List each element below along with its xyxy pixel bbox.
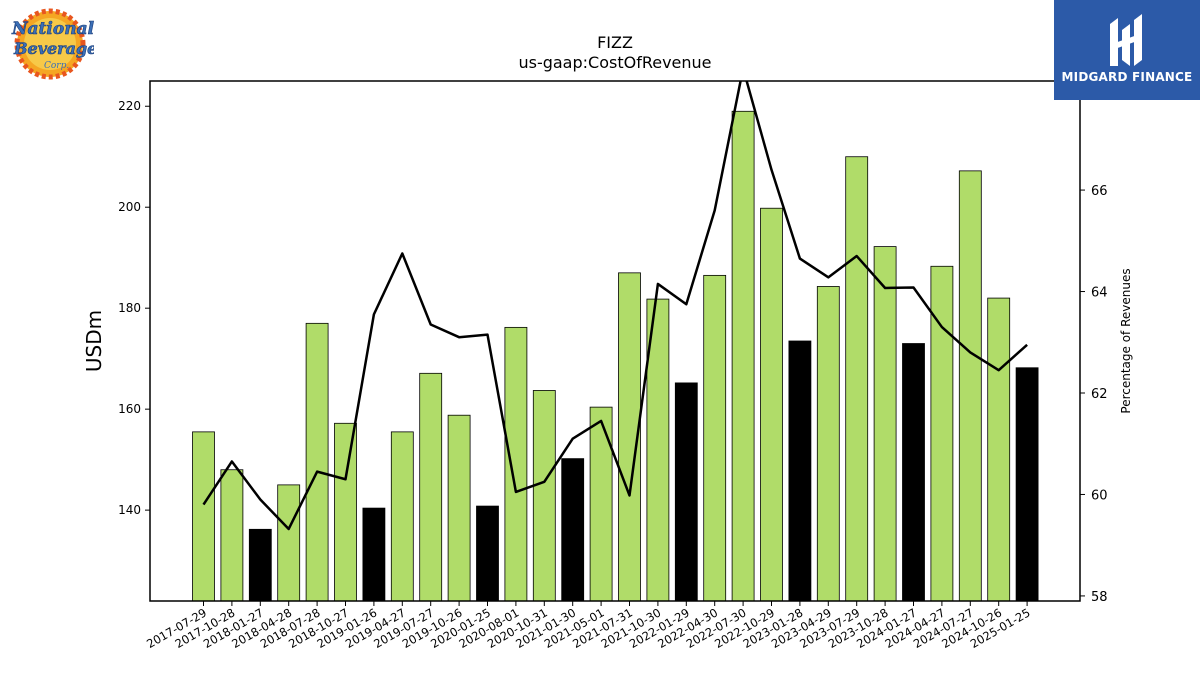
bar [561, 458, 585, 602]
y2-tick-label: 64 [1091, 286, 1108, 301]
bar [248, 528, 272, 602]
bar [902, 343, 925, 602]
bar [277, 484, 301, 602]
bar [504, 326, 528, 602]
bar [788, 340, 812, 602]
chart-title: FIZZ [597, 33, 633, 52]
plot-frame [149, 80, 1081, 602]
bar [390, 431, 414, 602]
y-tick-label: 160 [118, 402, 141, 416]
midgard-m-icon [1110, 14, 1142, 66]
y-tick-label: 220 [118, 99, 141, 113]
svg-text:Corp.: Corp. [44, 61, 69, 71]
bar [589, 406, 613, 602]
y2-axis-label: Percentage of Revenues [1119, 268, 1133, 413]
bar-series [192, 110, 1039, 602]
bar [192, 431, 215, 602]
bar [220, 469, 244, 602]
midgard-finance-logo: MIDGARD FINANCE [1054, 0, 1200, 100]
y2-tick-label: 66 [1091, 184, 1108, 199]
bar [1015, 367, 1039, 602]
bar [760, 207, 783, 602]
svg-text:Beverage: Beverage [13, 39, 94, 58]
bar [334, 422, 357, 602]
bar [703, 274, 727, 602]
bar [845, 156, 869, 602]
bar [447, 414, 471, 602]
bar [419, 372, 443, 602]
y-axis-label: USDm [82, 310, 106, 372]
svg-text:National: National [11, 19, 94, 39]
national-beverage-logo: National Beverage Corp. [11, 8, 94, 80]
midgard-finance-label: MIDGARD FINANCE [1061, 70, 1193, 84]
bar [305, 322, 329, 602]
chart-subtitle: us-gaap:CostOfRevenue [518, 53, 711, 72]
bar [674, 382, 698, 602]
y2-tick-label: 58 [1091, 590, 1108, 605]
y2-tick-label: 62 [1091, 387, 1108, 402]
y2-tick-label: 60 [1091, 488, 1108, 503]
y-axis-left: 140 160 180 200 220 [118, 99, 150, 517]
bar [816, 286, 840, 602]
percentage-line [202, 81, 1028, 531]
bar [873, 246, 897, 602]
y-tick-label: 200 [118, 200, 141, 214]
bar [731, 110, 755, 602]
bar [362, 507, 386, 602]
bar [532, 390, 556, 602]
bar [958, 170, 982, 602]
bar [987, 297, 1011, 602]
y-tick-label: 140 [118, 503, 141, 517]
bar [476, 505, 499, 602]
x-axis: 2017-07-292017-10-282018-01-272018-04-28… [144, 601, 1033, 651]
y-tick-label: 180 [118, 301, 141, 315]
y-axis-right: 58 60 62 64 66 [1080, 184, 1108, 605]
